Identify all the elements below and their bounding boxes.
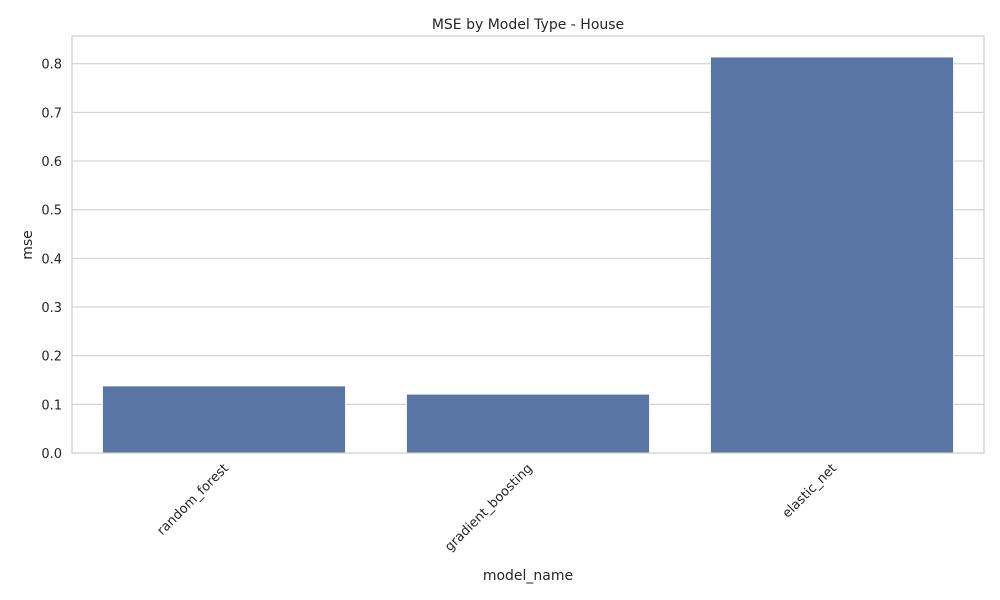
bar-random_forest [101,385,347,454]
x-tick-label: gradient_boosting [442,461,536,555]
bar-gradient_boosting [405,393,651,454]
x-tick-label: elastic_net [780,461,840,521]
plot-border [71,35,985,454]
y-tick-label: 0.2 [41,350,62,365]
y-tick-label: 0.3 [41,301,62,316]
y-tick-label: 0.0 [41,447,62,462]
bar-elastic_net [709,56,955,454]
y-tick-label: 0.4 [41,252,62,267]
y-tick-label: 0.6 [41,155,62,170]
y-axis-label: mse [20,230,36,260]
x-tick-labels: random_forest gradient_boosting elastic_ne… [154,461,839,555]
chart-title: MSE by Model Type - House [432,17,624,33]
y-tick-label: 0.5 [41,204,62,219]
plot-frame [71,35,985,454]
y-tick-labels: 0.0 0.1 0.2 0.3 0.4 0.5 0.6 0.7 0.8 [41,58,62,462]
y-tick-label: 0.1 [41,398,62,413]
y-tick-label: 0.7 [41,106,62,121]
y-tick-label: 0.8 [41,58,62,73]
x-tick-label: random_forest [154,461,231,538]
x-axis-label: model_name [483,568,573,584]
bars [101,56,955,454]
